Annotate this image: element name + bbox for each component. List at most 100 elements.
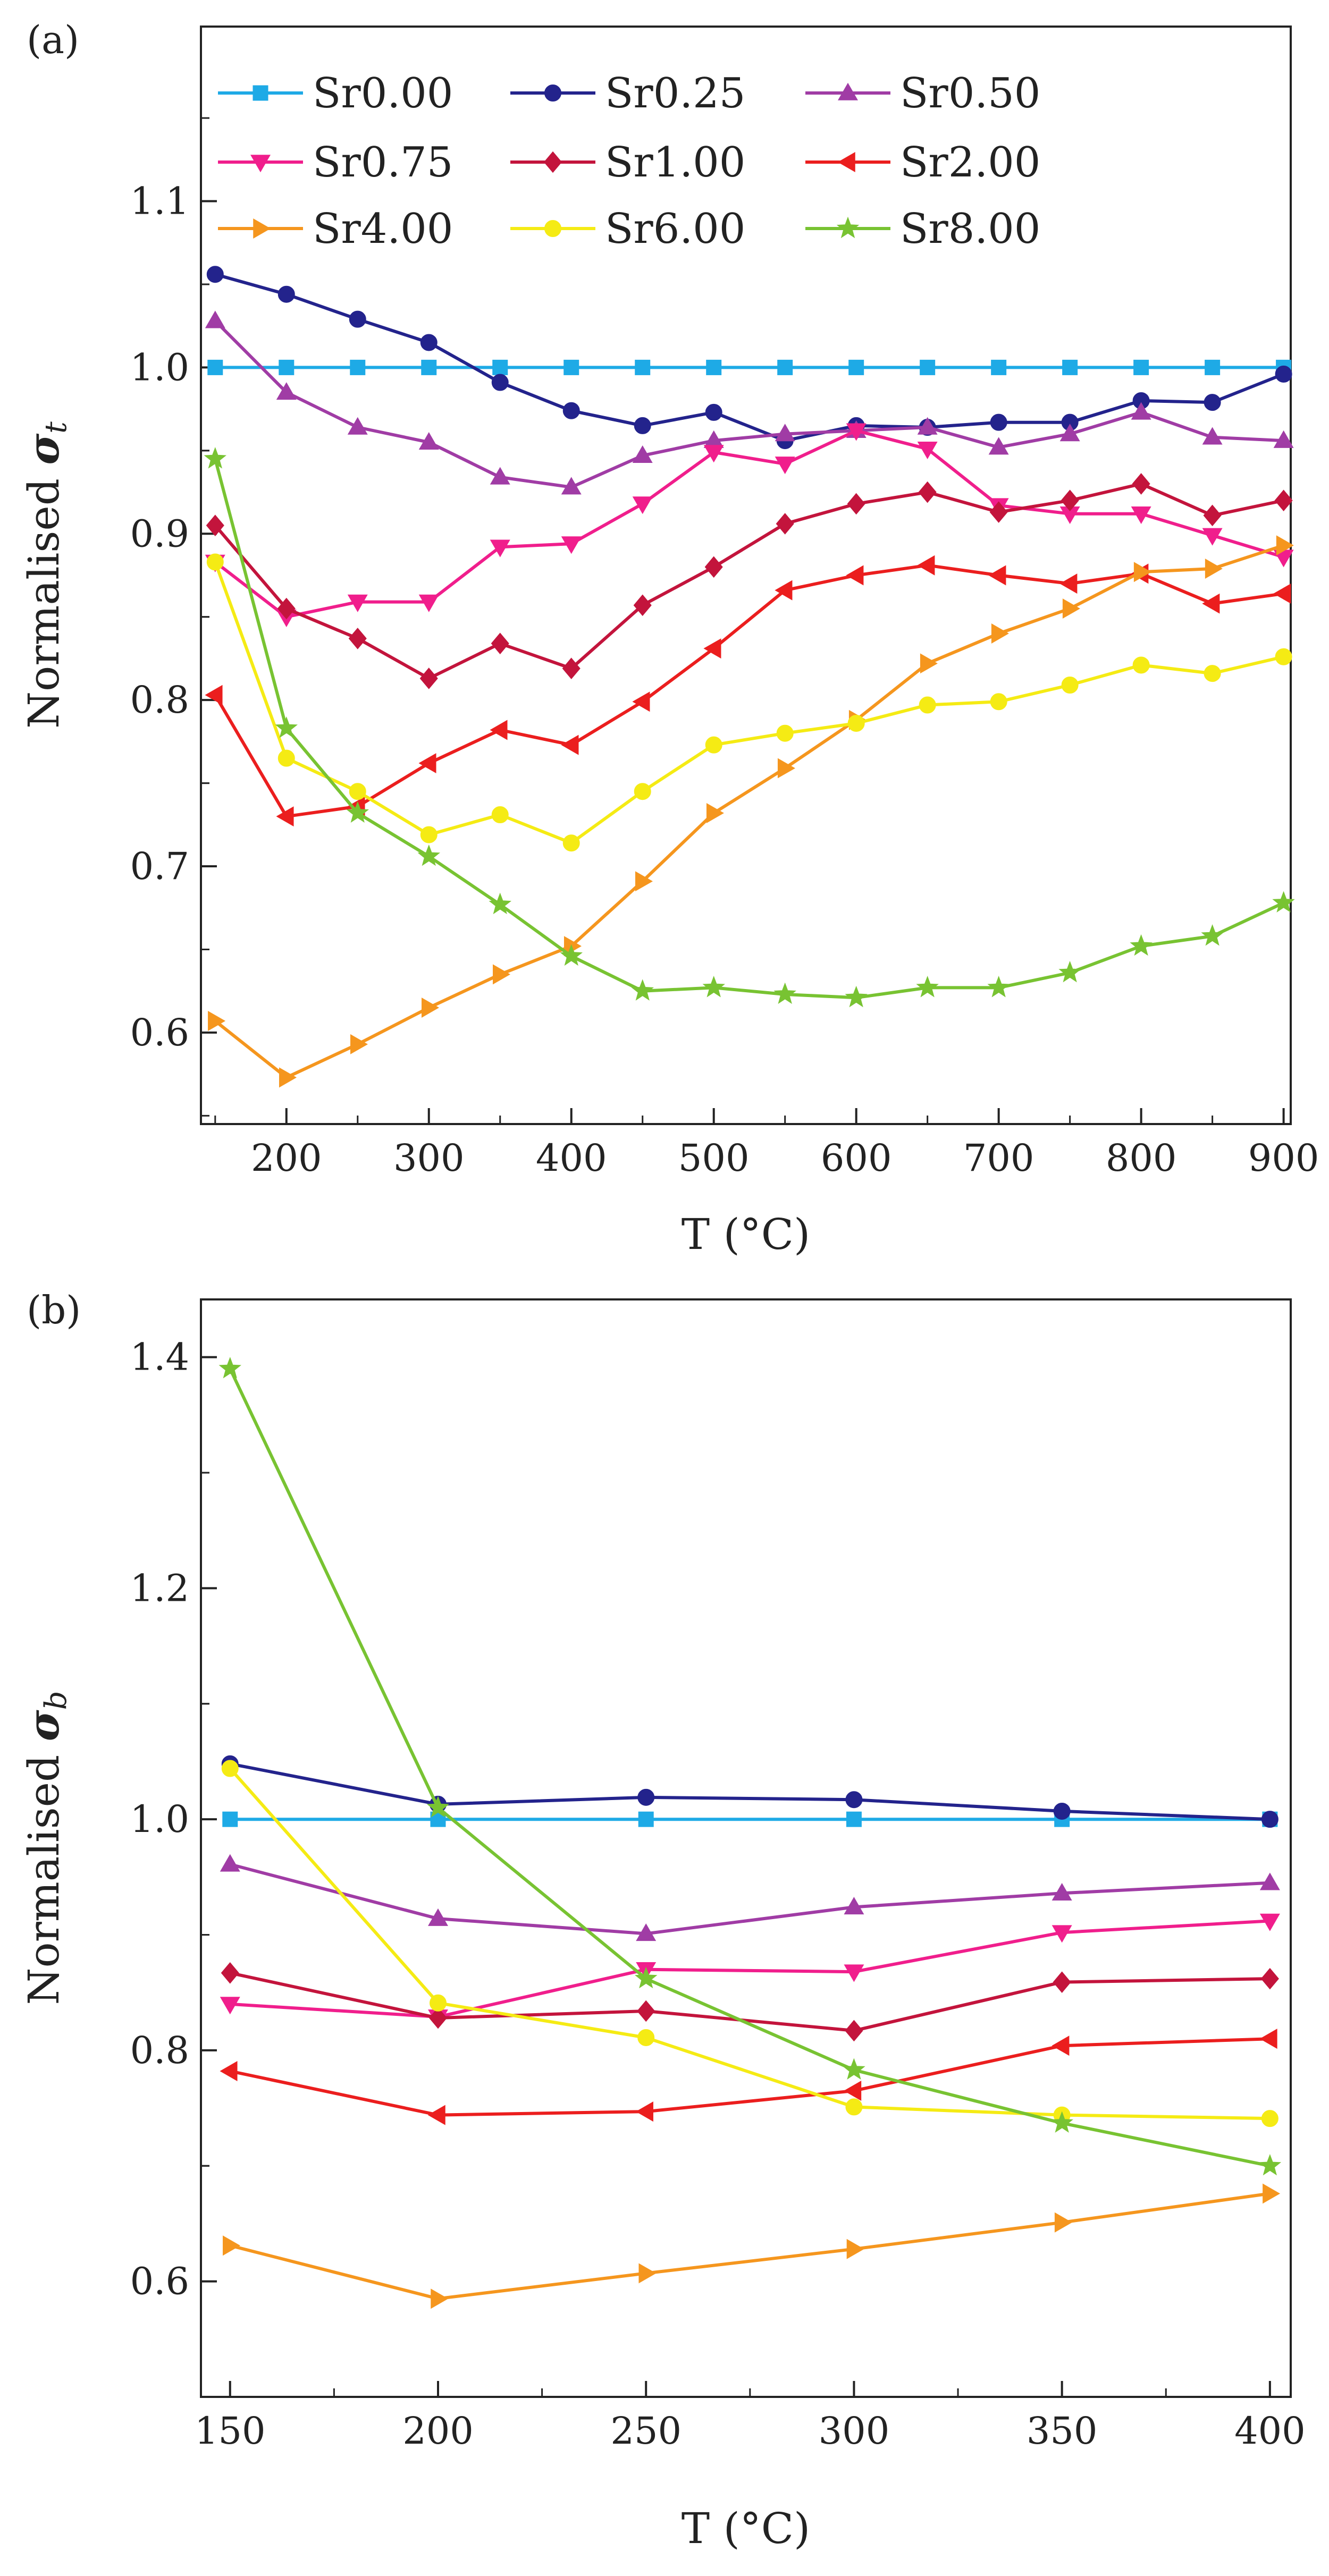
panel-a-series-sr6-00-point bbox=[491, 806, 509, 824]
panel-b-series-sr6-00-point bbox=[637, 2029, 655, 2046]
panel-b-series-sr0-25-point bbox=[1261, 1811, 1278, 1828]
panel-a-y-axis-title-prefix: Normalised bbox=[19, 465, 69, 729]
panel-a-y-axis-title-subscript: t bbox=[39, 421, 73, 434]
panel-b-series-sr2-00-line bbox=[230, 2037, 1270, 2117]
panel-a-series-sr4-00-line bbox=[214, 544, 1284, 1079]
panel-a: (a) 0.6 0.7 0.8 0.9 1.0 1.1 200 300 400 500 600 70… bbox=[19, 18, 1319, 1259]
panel-a-series-sr0-50-point bbox=[632, 445, 653, 463]
panel-a-series-sr0-75-point bbox=[775, 457, 795, 475]
panel-a-series-sr0-50-point bbox=[1202, 427, 1223, 445]
panel-a-y-tick-label: 0.9 bbox=[130, 512, 189, 555]
panel-b-series-sr0-50-point bbox=[1259, 1872, 1280, 1890]
panel-a-series-sr1-00-point bbox=[277, 597, 296, 620]
panel-a-series-sr1-00-point bbox=[847, 493, 865, 515]
panel-a-series-sr8-00-point bbox=[773, 982, 796, 1004]
panel-b-series-sr0-50-point bbox=[1052, 1883, 1072, 1901]
panel-b-series-sr1-00-point bbox=[845, 2020, 863, 2042]
panel-a-series-sr0-25-point bbox=[491, 374, 509, 391]
panel-a-series-sr4-00-point bbox=[350, 1034, 368, 1054]
panel-a-x-tick-label: 800 bbox=[1106, 1136, 1177, 1180]
legend-item-sr8-00-marker bbox=[836, 216, 860, 239]
panel-b-series-sr0-25-point bbox=[637, 1788, 655, 1806]
panel-a-series-sr8-00-point bbox=[489, 892, 511, 915]
panel-a-series-sr8-00-point bbox=[631, 979, 654, 1001]
panel-a-series-sr8-00-point bbox=[702, 976, 725, 998]
legend-item-sr6-00-label: Sr6.00 bbox=[605, 205, 745, 253]
panel-a-series-sr4-00-point bbox=[1276, 535, 1294, 556]
legend-item-sr2-00-label: Sr2.00 bbox=[900, 139, 1040, 187]
legend: Sr0.00 Sr0.25 Sr0.50 Sr0.75 Sr1.00 Sr2.00 Sr4.… bbox=[218, 70, 1040, 253]
panel-b-series-sr8-00-line bbox=[229, 1368, 1271, 2168]
panel-b-series-sr4-00-point bbox=[1054, 2212, 1072, 2233]
panel-a-series-sr0-75-point bbox=[561, 536, 582, 554]
panel-a-series-sr0-00-point bbox=[848, 359, 864, 375]
panel-b-series-group bbox=[218, 1357, 1282, 2309]
panel-b-series-sr0-50-point bbox=[428, 1908, 448, 1926]
panel-a-series-sr0-75-point bbox=[1202, 528, 1223, 546]
panel-b-series-sr2-00-point bbox=[635, 2101, 653, 2122]
panel-a-series-sr4-00-point bbox=[777, 758, 795, 779]
panel-b-y-tick-label: 1.4 bbox=[130, 1336, 189, 1379]
legend-item-sr1-00-label: Sr1.00 bbox=[605, 139, 745, 187]
legend-item-sr4-00-marker bbox=[253, 218, 271, 239]
panel-a-y-axis: 0.6 0.7 0.8 0.9 1.0 1.1 bbox=[130, 117, 217, 1117]
panel-b-series-sr2-00 bbox=[220, 2029, 1277, 2125]
panel-a-series-sr4-00-point bbox=[208, 1011, 226, 1031]
panel-a-series-sr0-00-point bbox=[207, 359, 223, 375]
panel-a-series-sr0-25-point bbox=[420, 334, 438, 351]
panel-a-series-sr1-00-point bbox=[1061, 489, 1079, 512]
panel-b-plot-frame bbox=[200, 1298, 1292, 2398]
panel-a-series-sr6-00-point bbox=[705, 736, 722, 754]
panel-a-series-sr0-00 bbox=[207, 359, 1292, 375]
panel-a-series-sr0-50-point bbox=[775, 424, 795, 442]
panel-a-series-sr6-00-point bbox=[277, 749, 295, 767]
panel-a-series-sr4-00-point bbox=[1062, 598, 1080, 619]
panel-a-series-sr1-00-point bbox=[776, 513, 794, 535]
panel-a-series-sr1-00-point bbox=[1274, 489, 1293, 512]
panel-a-series-sr0-00-point bbox=[421, 359, 437, 375]
legend-item-sr2-00: Sr2.00 bbox=[805, 139, 1040, 187]
panel-a-y-tick-label: 0.7 bbox=[130, 844, 189, 888]
panel-a-y-tick-label: 0.6 bbox=[130, 1011, 189, 1054]
panel-a-series-sr2-00-point bbox=[917, 555, 935, 576]
panel-a-series-sr8-00-point bbox=[1058, 960, 1081, 983]
panel-b-x-tick-label: 150 bbox=[195, 2409, 266, 2453]
panel-a-series-sr6-00-point bbox=[349, 783, 366, 800]
panel-a-x-tick-label: 200 bbox=[251, 1136, 322, 1180]
panel-b-series-sr0-25-point bbox=[1053, 1802, 1071, 1820]
panel-a-series-sr0-00-point bbox=[492, 359, 508, 375]
legend-item-sr0-00: Sr0.00 bbox=[218, 70, 453, 117]
panel-a-series-sr8-00-line bbox=[213, 458, 1284, 1000]
panel-a-series-sr0-50-line bbox=[214, 319, 1284, 489]
panel-a-series-sr0-50-point bbox=[1059, 424, 1080, 442]
panel-a-y-tick-label: 1.1 bbox=[130, 180, 189, 223]
panel-b-series-sr8-00-point bbox=[635, 1966, 658, 1989]
panel-b-series-sr6-00-point bbox=[221, 1760, 239, 1777]
panel-a-series-sr2-00-point bbox=[1202, 593, 1220, 614]
panel-b-series-sr4-00-point bbox=[846, 2239, 864, 2259]
panel-b-series-sr0-50-point bbox=[636, 1923, 657, 1941]
panel-b-y-axis-title: Normalised σb bbox=[19, 1691, 73, 2005]
panel-b-y-axis-title-symbol: σ bbox=[19, 1710, 69, 1741]
panel-b-series-sr1-00-line bbox=[230, 1971, 1270, 2032]
panel-a-series-sr0-75-point bbox=[703, 445, 724, 463]
panel-a-series-sr4-00-point bbox=[706, 803, 724, 823]
panel-a-series-sr0-75-point bbox=[1131, 506, 1151, 524]
panel-b-y-tick-label: 1.2 bbox=[130, 1566, 189, 1610]
panel-a-series-sr2-00-point bbox=[490, 720, 508, 740]
panel-a-series-sr0-75-point bbox=[846, 423, 867, 441]
panel-a-series-sr2-00-point bbox=[988, 565, 1006, 586]
panel-b-series-sr1-00-point bbox=[1260, 1967, 1279, 1990]
panel-a-x-tick-label: 300 bbox=[393, 1136, 465, 1180]
legend-item-sr0-50: Sr0.50 bbox=[805, 70, 1040, 117]
panel-a-series-sr0-00-point bbox=[920, 359, 936, 375]
panel-b-series-sr0-75-point bbox=[220, 1997, 240, 2015]
panel-b-x-tick-label: 400 bbox=[1234, 2409, 1306, 2453]
panel-b-series-sr2-00-point bbox=[220, 2061, 238, 2081]
legend-item-sr8-00-label: Sr8.00 bbox=[900, 205, 1040, 253]
panel-a-series-sr0-50-point bbox=[1273, 430, 1294, 448]
panel-b-x-tick-label: 300 bbox=[819, 2409, 890, 2453]
panel-b: (b) 0.6 0.8 1.0 1.2 1.4 150 200 250 300 350 400 T… bbox=[19, 1288, 1306, 2553]
